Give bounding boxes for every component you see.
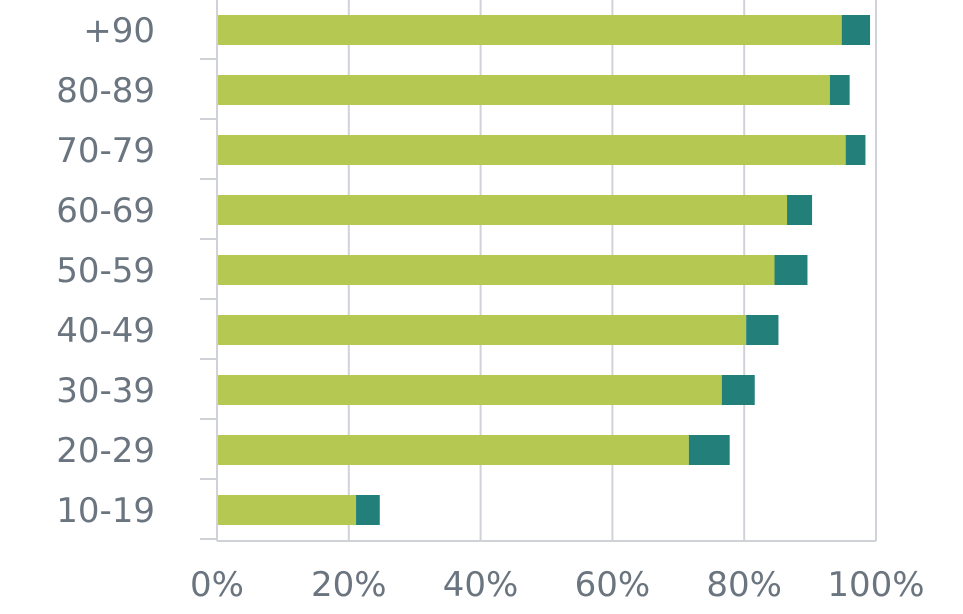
bar-20-29-segment-1 [217,435,689,465]
bar-80-89-segment-2 [829,75,850,105]
bar-40-49-segment-1 [217,315,747,345]
bar-80-89-segment-1 [217,75,830,105]
bar-50-59-segment-2 [774,255,808,285]
bar-10-19-segment-1 [217,495,357,525]
bar-70-79-segment-2 [845,135,866,165]
bar-50-59-segment-1 [217,255,775,285]
bar-10-19-segment-2 [356,495,380,525]
y-tick-label: 30-39 [56,371,155,411]
x-tick-label: 100% [827,565,924,605]
y-tick-label: 80-89 [56,71,155,111]
y-tick-label: 20-29 [56,431,155,471]
x-tick-label: 20% [311,565,387,605]
x-tick-label: 60% [575,565,651,605]
x-tick-label: 40% [443,565,519,605]
bar-+90-segment-1 [217,15,842,45]
bar-30-39-segment-1 [217,375,722,405]
bar-60-69-segment-1 [217,195,788,225]
bar-30-39-segment-2 [721,375,755,405]
x-tick-label: 80% [706,565,782,605]
x-tick-labels: 0% 20% 40% 60% 80% 100% [190,565,925,605]
bar-+90-segment-2 [841,15,871,45]
y-tick-label: 10-19 [56,491,155,531]
y-tick-label: 50-59 [56,251,155,291]
y-tick-label: 60-69 [56,191,155,231]
bar-60-69-segment-2 [787,195,813,225]
bar-70-79-segment-1 [217,135,846,165]
y-tick-label: 70-79 [56,131,155,171]
bar-20-29-segment-2 [688,435,730,465]
x-tick-label: 0% [190,565,244,605]
bar-40-49-segment-2 [746,315,779,345]
bars [217,15,871,525]
y-tick-label: +90 [83,11,155,51]
y-tick-labels: +90 80-89 70-79 60-69 50-59 40-49 30-39 20-29 10… [56,11,155,531]
axes [200,0,876,542]
y-tick-label: 40-49 [56,311,155,351]
